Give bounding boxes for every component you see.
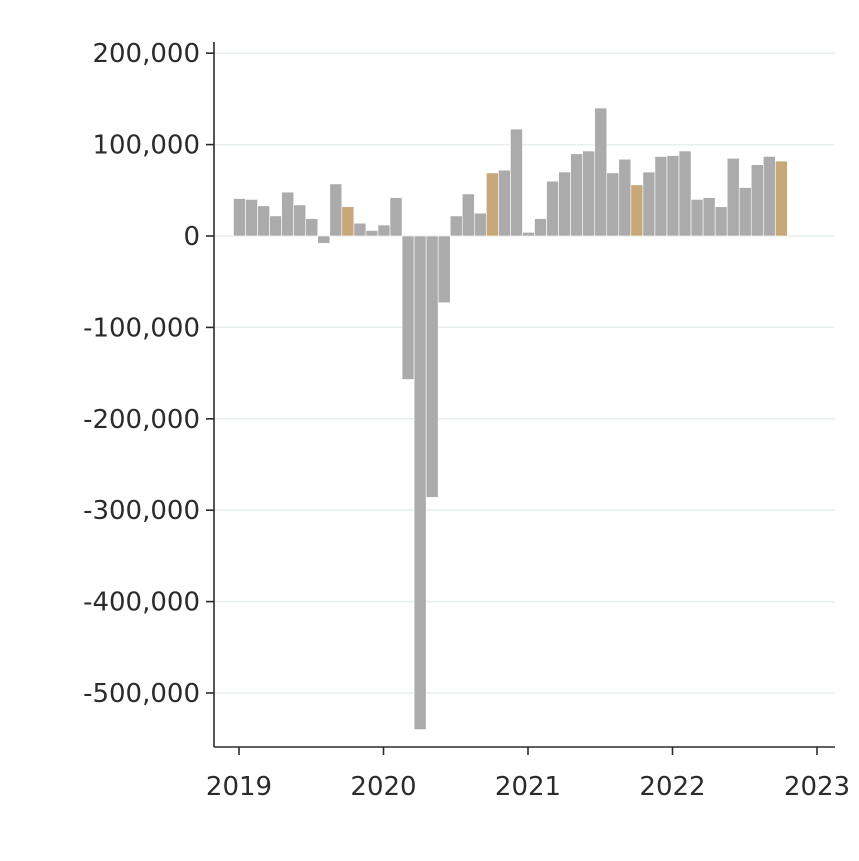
- bar: [666, 155, 680, 237]
- bar: [642, 171, 656, 237]
- bar: [425, 235, 439, 498]
- bar: [329, 183, 343, 237]
- bar: [353, 222, 367, 237]
- x-tick-label: 2020: [350, 772, 416, 802]
- y-tick-label: 100,000: [92, 131, 200, 161]
- bar: [413, 235, 427, 730]
- bar: [618, 158, 632, 237]
- bar: [233, 198, 246, 237]
- y-tick-label: -300,000: [83, 496, 200, 526]
- bar: [534, 218, 547, 237]
- x-tick-label: 2022: [639, 772, 705, 802]
- bar: [510, 128, 523, 237]
- bar: [377, 224, 391, 237]
- y-tick-label: -200,000: [83, 405, 200, 435]
- y-axis: 200,000 100,000 0 -100,000 -200,000 -300,000 -…: [83, 39, 215, 747]
- bar: [775, 160, 788, 237]
- bar: [305, 218, 319, 237]
- bar: [702, 197, 716, 237]
- y-tick-label: 0: [183, 222, 200, 252]
- bar: [498, 169, 511, 237]
- bar: [690, 199, 704, 237]
- bar: [389, 197, 403, 237]
- bar: [341, 206, 355, 237]
- y-tick-label: -400,000: [83, 588, 200, 618]
- bar: [582, 150, 596, 237]
- bar: [678, 150, 692, 237]
- bar: [257, 205, 270, 237]
- bar: [594, 107, 608, 237]
- x-tick-label: 2023: [784, 772, 850, 802]
- bar: [269, 215, 282, 237]
- bar: [570, 153, 583, 237]
- bar: [449, 215, 463, 237]
- bar: [558, 171, 571, 237]
- bar: [546, 180, 559, 237]
- bar: [461, 193, 475, 237]
- bar: [714, 206, 728, 237]
- bar: [437, 235, 451, 304]
- bar: [401, 235, 415, 380]
- bar: [738, 187, 752, 237]
- bar: [245, 199, 258, 237]
- bar: [293, 204, 307, 237]
- bar: [750, 164, 764, 237]
- x-tick-label: 2019: [206, 772, 272, 802]
- bar: [630, 184, 644, 237]
- bar: [726, 158, 740, 237]
- x-axis: 2019 2020 2021 2022 2023: [206, 746, 850, 802]
- bar: [606, 172, 620, 237]
- bar: [474, 212, 487, 237]
- y-tick-label: 200,000: [92, 39, 200, 69]
- bar: [486, 172, 499, 237]
- y-tick-label: -100,000: [83, 313, 200, 343]
- bar: [522, 232, 535, 237]
- y-tick-label: -500,000: [83, 679, 200, 709]
- bar: [281, 191, 294, 237]
- gridlines: [214, 52, 835, 694]
- x-tick-label: 2021: [495, 772, 561, 802]
- bar: [763, 156, 776, 237]
- bar: [654, 156, 668, 237]
- bars: [233, 107, 788, 730]
- bar: [365, 230, 379, 237]
- bar: [317, 235, 331, 244]
